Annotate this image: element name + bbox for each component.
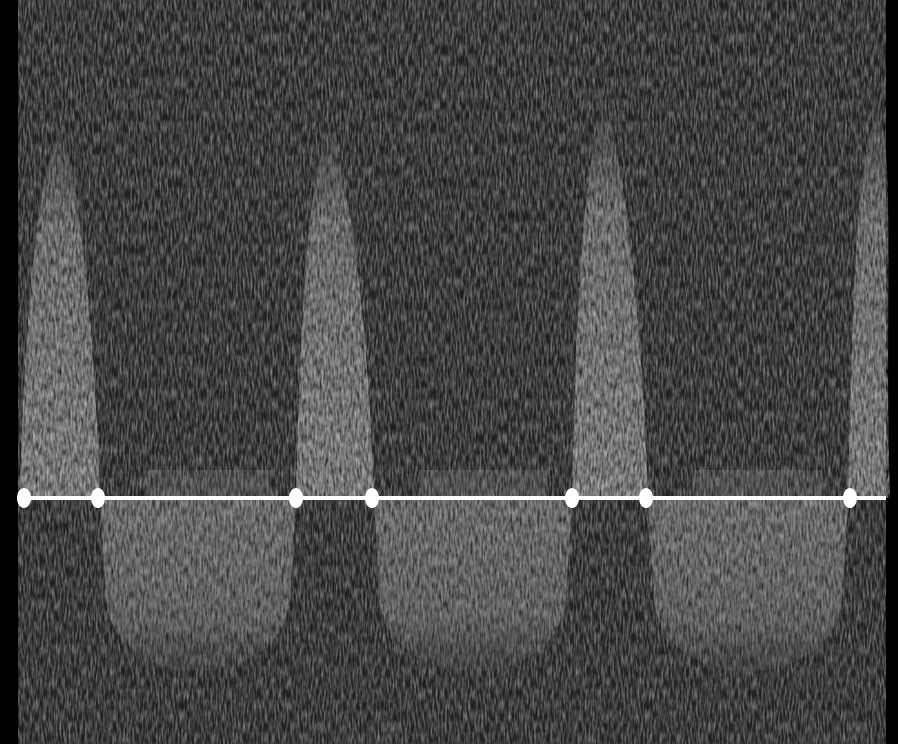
baseline-marker xyxy=(91,488,105,508)
near-baseline-band xyxy=(419,470,547,496)
baseline-marker xyxy=(843,488,857,508)
diastolic-envelopes xyxy=(100,470,848,672)
baseline-marker xyxy=(289,488,303,508)
baseline-marker xyxy=(17,488,31,508)
diastolic-envelope xyxy=(648,498,848,672)
diastolic-envelope xyxy=(100,498,296,672)
baseline-marker xyxy=(365,488,379,508)
near-baseline-band xyxy=(693,470,823,496)
systolic-peak xyxy=(20,130,100,498)
near-baseline-band xyxy=(145,470,271,496)
systolic-peaks xyxy=(20,110,890,498)
systolic-peak xyxy=(296,130,374,498)
baseline-marker xyxy=(565,488,579,508)
diastolic-envelope xyxy=(374,498,572,672)
baseline-markers xyxy=(17,488,857,508)
baseline-marker xyxy=(639,488,653,508)
systolic-peak xyxy=(572,110,648,498)
systolic-peak xyxy=(848,110,890,498)
